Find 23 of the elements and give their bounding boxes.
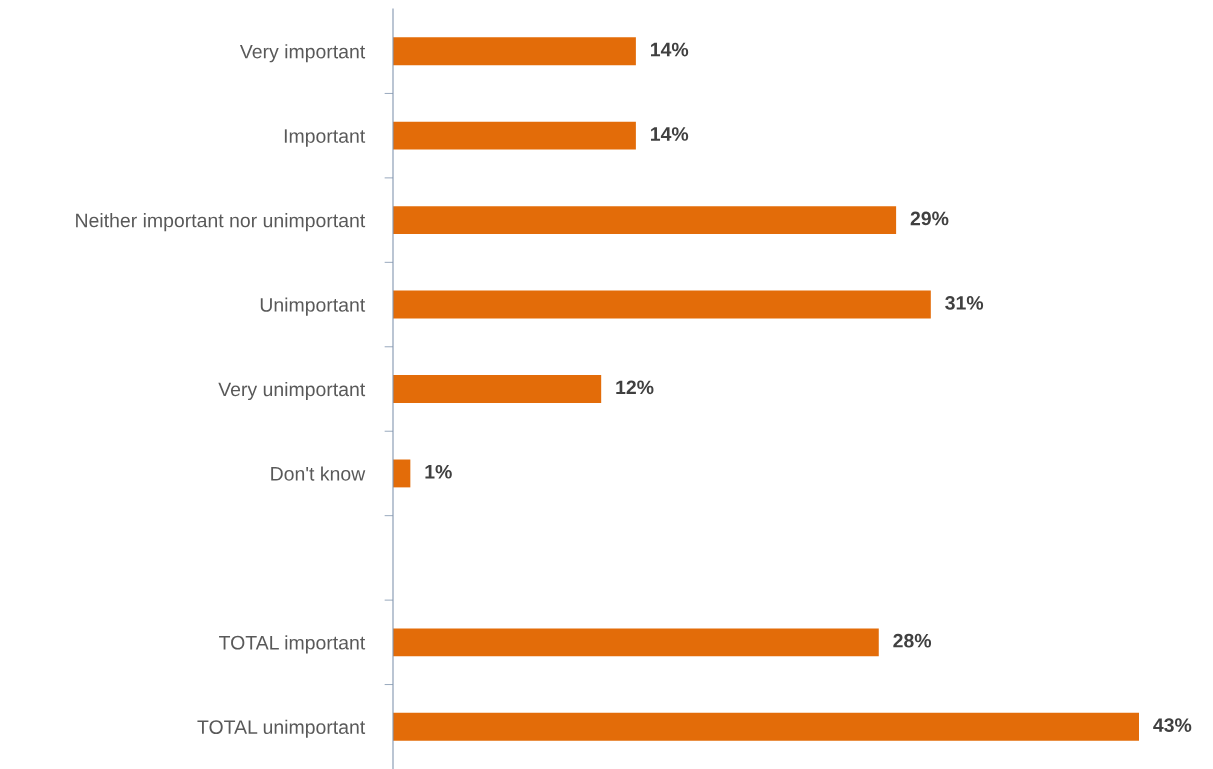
bar bbox=[393, 37, 636, 66]
data-label: 14% bbox=[651, 42, 689, 57]
bar bbox=[393, 206, 897, 235]
bar bbox=[393, 712, 1139, 741]
data-label: 12% bbox=[616, 380, 654, 395]
data-label: 31% bbox=[945, 296, 984, 310]
bar bbox=[393, 121, 636, 150]
y-tick-label: Neither important nor unimportant bbox=[76, 213, 366, 232]
y-tick-label: TOTAL important bbox=[219, 635, 366, 654]
bar bbox=[393, 628, 879, 657]
y-tick-label: Don't know bbox=[271, 466, 366, 481]
bar bbox=[393, 375, 602, 403]
y-tick-label: Unimportant bbox=[260, 297, 366, 316]
data-label: 43% bbox=[1153, 718, 1192, 733]
data-label: 29% bbox=[910, 211, 949, 226]
data-label: 1% bbox=[425, 464, 452, 479]
y-tick-label: Very important bbox=[239, 44, 366, 63]
data-label: 28% bbox=[893, 633, 932, 648]
y-tick-label: TOTAL unimportant bbox=[197, 719, 366, 738]
bar bbox=[393, 290, 931, 319]
y-tick-label: Very unimportant bbox=[218, 381, 366, 401]
y-tick-label: Important bbox=[284, 129, 366, 147]
data-label: 14% bbox=[651, 127, 689, 141]
